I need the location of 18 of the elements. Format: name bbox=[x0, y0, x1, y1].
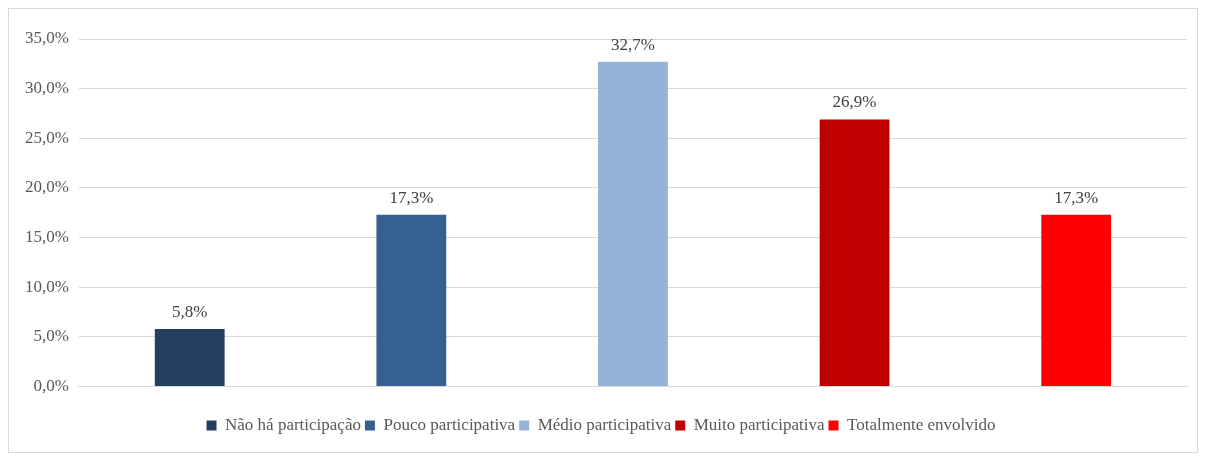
legend-label: Médio participativa bbox=[537, 414, 672, 434]
y-tick-label: 35,0% bbox=[24, 28, 69, 48]
data-label: 17,3% bbox=[1054, 187, 1099, 207]
legend-label: Totalmente envolvido bbox=[847, 414, 996, 434]
legend-label: Pouco participativa bbox=[383, 414, 516, 434]
data-label: 32,7% bbox=[610, 34, 655, 54]
legend-label: Muito participativa bbox=[693, 414, 825, 434]
y-tick-label: 25,0% bbox=[24, 127, 69, 147]
y-tick-label: 10,0% bbox=[24, 276, 69, 296]
y-tick-label: 30,0% bbox=[24, 78, 69, 98]
data-label: 5,8% bbox=[172, 301, 208, 321]
y-tick-label: 15,0% bbox=[24, 227, 69, 247]
data-label: 26,9% bbox=[832, 92, 877, 112]
data-label: 17,3% bbox=[389, 187, 434, 207]
y-tick-label: 5,0% bbox=[33, 326, 69, 346]
y-tick-label: 0,0% bbox=[33, 376, 69, 396]
legend-label: Não há participação bbox=[225, 414, 361, 434]
y-tick-label: 20,0% bbox=[24, 177, 69, 197]
